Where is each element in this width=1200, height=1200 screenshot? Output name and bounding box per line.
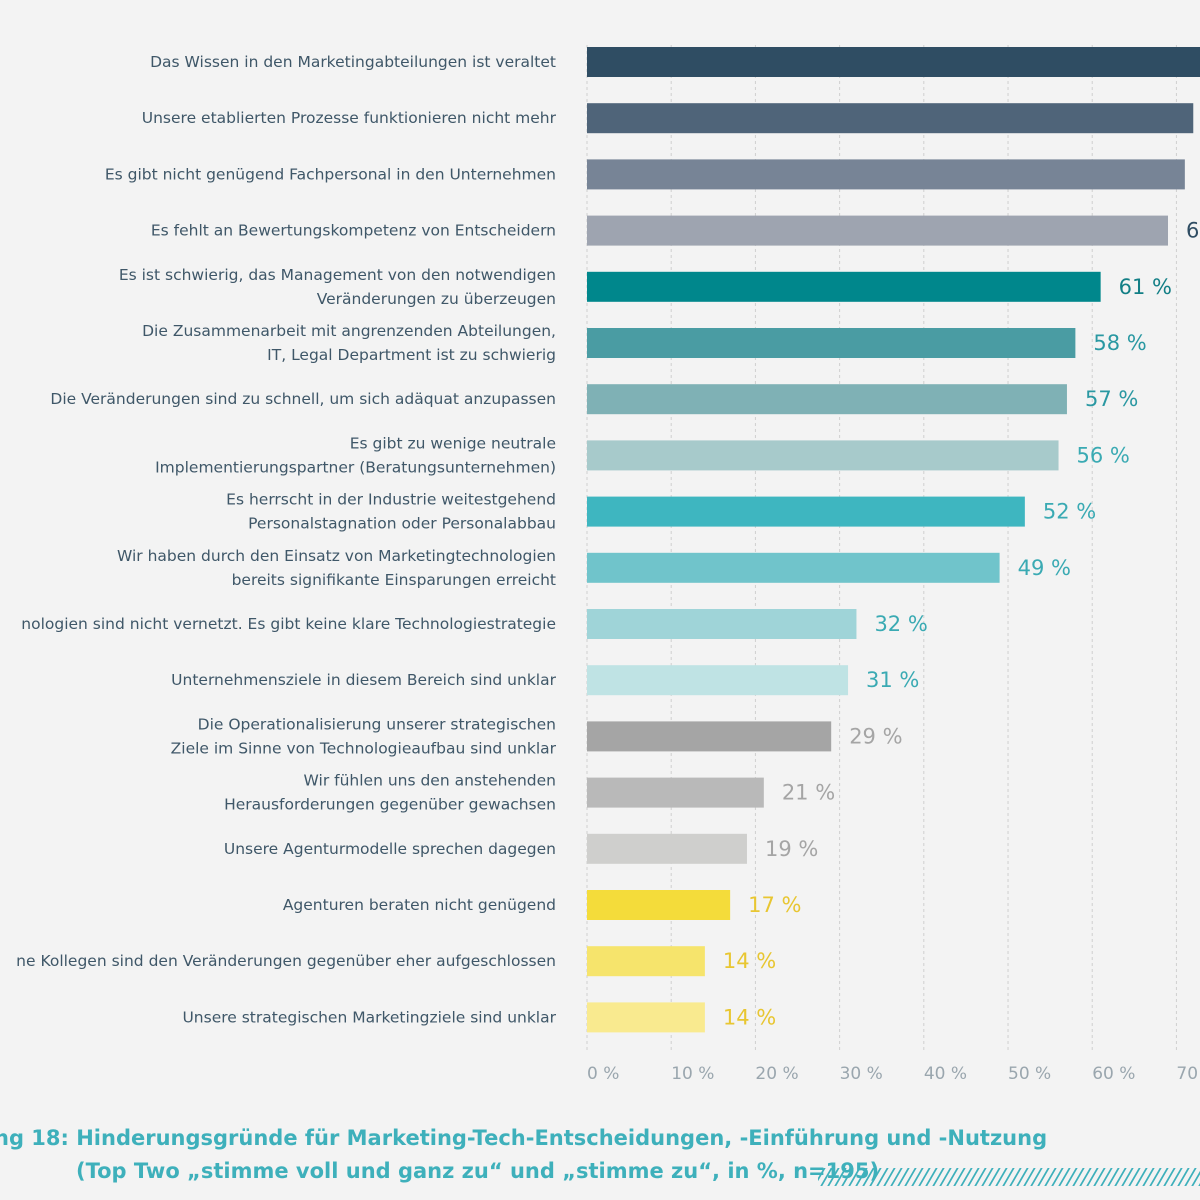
x-tick-label: 50 % xyxy=(1008,1064,1051,1084)
category-label: Unsere Agenturmodelle sprechen dagegen xyxy=(224,840,556,858)
value-label: 69 % xyxy=(1186,219,1200,243)
category-label: Es fehlt an Bewertungskompetenz von Ents… xyxy=(151,222,556,240)
value-label: 17 % xyxy=(748,893,801,917)
category-label: Das Wissen in den Marketingabteilungen i… xyxy=(150,53,556,71)
bar xyxy=(587,833,747,864)
category-label: Agenturen beraten nicht genügend xyxy=(283,896,556,914)
category-label: bereits signifikante Einsparungen erreic… xyxy=(232,571,556,589)
bar xyxy=(587,328,1076,358)
bar xyxy=(587,271,1101,302)
value-label: 31 % xyxy=(866,668,919,692)
value-label: 21 % xyxy=(782,781,835,805)
category-label: Es ist schwierig, das Management von den… xyxy=(119,266,556,284)
category-label: Ziele im Sinne von Technologieaufbau sin… xyxy=(171,739,557,757)
x-tick-label: 40 % xyxy=(924,1064,967,1084)
value-label: 57 % xyxy=(1085,387,1138,411)
value-label: 49 % xyxy=(1018,556,1071,580)
bar xyxy=(587,47,1200,77)
x-tick-label: 10 % xyxy=(671,1064,714,1084)
category-label: Wir haben durch den Einsatz von Marketin… xyxy=(117,547,556,565)
bar xyxy=(587,1002,705,1033)
value-label: 14 % xyxy=(723,949,776,973)
bar xyxy=(587,496,1025,527)
hatch-decoration xyxy=(818,1168,1200,1186)
x-tick-label: 0 % xyxy=(587,1064,619,1084)
category-label: Personalstagnation oder Personalabbau xyxy=(248,515,556,533)
bar xyxy=(587,552,1000,583)
category-label: Die Veränderungen sind zu schnell, um si… xyxy=(50,390,556,408)
category-label: Es gibt zu wenige neutrale xyxy=(350,434,556,452)
bar xyxy=(587,721,832,752)
x-tick-label: 20 % xyxy=(755,1064,798,1084)
bar xyxy=(587,890,731,920)
bar xyxy=(587,777,764,808)
bar xyxy=(587,384,1067,415)
value-label: 52 % xyxy=(1043,500,1096,524)
category-label: Implementierungspartner (Beratungsuntern… xyxy=(155,458,556,476)
category-label: Die Zusammenarbeit mit angrenzenden Abte… xyxy=(142,322,556,340)
category-label: IT, Legal Department ist zu schwierig xyxy=(267,346,556,364)
category-label: Herausforderungen gegenüber gewachsen xyxy=(224,796,556,814)
bar xyxy=(587,159,1185,190)
x-tick-label: 30 % xyxy=(840,1064,883,1084)
caption: ng 18: Hinderungsgründe für Marketing-Te… xyxy=(0,1126,1047,1150)
category-label: Wir fühlen uns den anstehenden xyxy=(304,772,556,790)
value-label: 14 % xyxy=(723,1005,776,1029)
category-label: Veränderungen zu überzeugen xyxy=(317,290,556,308)
caption: (Top Two „stimme voll und ganz zu“ und „… xyxy=(76,1159,879,1183)
value-label: 32 % xyxy=(874,612,927,636)
category-label: Es gibt nicht genügend Fachpersonal in d… xyxy=(105,165,556,183)
value-label: 19 % xyxy=(765,837,818,861)
bar xyxy=(587,215,1169,246)
value-label: 58 % xyxy=(1093,331,1146,355)
category-label: Unsere etablierten Prozesse funktioniere… xyxy=(142,109,557,127)
category-label: Unsere strategischen Marketingziele sind… xyxy=(182,1008,556,1026)
category-label: Die Operationalisierung unserer strategi… xyxy=(198,715,556,733)
value-label: 29 % xyxy=(849,724,902,748)
category-label: nologien sind nicht vernetzt. Es gibt ke… xyxy=(21,615,556,633)
category-label: Es herrscht in der Industrie weitestgehe… xyxy=(226,491,556,509)
bar xyxy=(587,946,705,977)
category-label: Unternehmensziele in diesem Bereich sind… xyxy=(171,671,556,689)
x-tick-label: 70 % xyxy=(1176,1064,1200,1084)
value-label: 56 % xyxy=(1077,443,1130,467)
category-label: ne Kollegen sind den Veränderungen gegen… xyxy=(16,952,556,970)
bar xyxy=(587,609,857,639)
bar xyxy=(587,440,1059,471)
bar xyxy=(587,103,1194,134)
x-tick-label: 60 % xyxy=(1092,1064,1135,1084)
bar xyxy=(587,665,849,696)
value-label: 61 % xyxy=(1119,275,1172,299)
